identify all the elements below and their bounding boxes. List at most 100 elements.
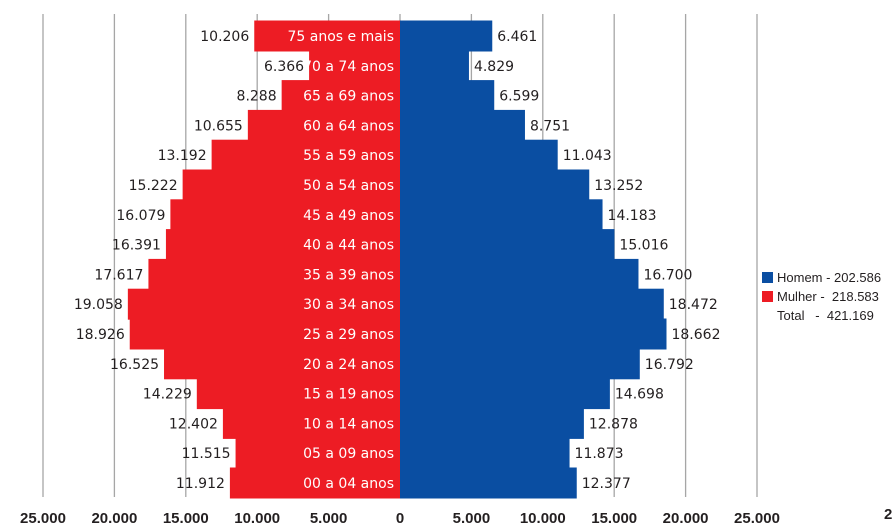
data-label-homem: 6.599 (499, 89, 539, 105)
age-group-label: 10 a 14 anos (303, 416, 394, 432)
data-label-homem: 11.043 (563, 148, 612, 164)
x-tick-label: 10.000 (520, 510, 566, 527)
legend-item-total: Total - 421.169 (762, 306, 881, 325)
bar-homem (400, 318, 667, 350)
bar-homem (400, 20, 493, 52)
age-group-label: 65 a 69 anos (303, 89, 394, 105)
age-group-label: 70 a 74 anos (303, 59, 394, 75)
data-label-mulher: 18.926 (76, 327, 125, 343)
bar-homem (400, 467, 577, 499)
data-label-mulher: 8.288 (237, 89, 277, 105)
bar-mulher (164, 348, 400, 380)
data-label-mulher: 17.617 (94, 267, 143, 283)
data-label-mulher: 19.058 (74, 297, 123, 313)
data-label-mulher: 11.912 (176, 476, 225, 492)
x-tick-label: 10.000 (234, 510, 280, 527)
data-label-mulher: 16.391 (112, 238, 161, 254)
x-tick-label: 15.000 (591, 510, 637, 527)
bar-homem (400, 258, 639, 290)
bar-mulher (148, 258, 400, 290)
x-tick-label: 0 (396, 510, 404, 527)
data-label-homem: 4.829 (474, 59, 514, 75)
age-group-label: 25 a 29 anos (303, 327, 394, 343)
age-group-label: 45 a 49 anos (303, 208, 394, 224)
bar-mulher (170, 199, 400, 231)
age-group-label: 15 a 19 anos (303, 387, 394, 403)
data-label-mulher: 14.229 (143, 387, 192, 403)
x-tick-label: 25.000 (20, 510, 66, 527)
data-label-mulher: 15.222 (129, 178, 178, 194)
bar-homem (400, 437, 570, 469)
bar-homem (400, 407, 584, 439)
x-tick-label: 25.000 (734, 510, 780, 527)
bar-homem (400, 139, 558, 171)
bar-mulher (222, 407, 400, 439)
age-group-label: 35 a 39 anos (303, 267, 394, 283)
bar-mulher (309, 50, 400, 82)
x-tick-label: 15.000 (163, 510, 209, 527)
age-group-label: 40 a 44 anos (303, 238, 394, 254)
data-label-mulher: 13.192 (158, 148, 207, 164)
bar-mulher (165, 229, 400, 261)
legend-item-mulher: Mulher - 218.583 (762, 287, 881, 306)
data-label-mulher: 16.525 (110, 357, 159, 373)
legend-swatch-homem (762, 272, 773, 283)
age-group-label: 75 anos e mais (288, 29, 395, 45)
data-label-homem: 16.792 (645, 357, 694, 373)
bar-homem (400, 378, 610, 410)
bar-mulher (127, 288, 401, 320)
age-group-label: 20 a 24 anos (303, 357, 394, 373)
data-label-homem: 6.461 (497, 29, 537, 45)
bar-mulher (247, 109, 400, 141)
legend-label-homem: Homem - 202.586 (777, 270, 882, 285)
legend-item-homem: Homem - 202.586 (762, 268, 881, 287)
data-label-mulher: 12.402 (169, 416, 218, 432)
bar-homem (400, 199, 603, 231)
data-label-homem: 14.183 (608, 208, 657, 224)
data-label-mulher: 6.366 (264, 59, 304, 75)
age-group-label: 55 a 59 anos (303, 148, 394, 164)
x-axis-ticks: 25.000 20.000 15.000 10.000 5.000 0 5.000 10.00… (20, 510, 780, 527)
bar-mulher (229, 467, 400, 499)
bar-homem (400, 288, 664, 320)
data-label-homem: 12.878 (589, 416, 638, 432)
age-group-label: 60 a 64 anos (303, 118, 394, 134)
data-label-homem: 15.016 (619, 238, 668, 254)
age-group-label: 00 a 04 anos (303, 476, 394, 492)
data-label-homem: 18.662 (671, 327, 720, 343)
data-label-homem: 18.472 (669, 297, 718, 313)
bar-homem (400, 348, 640, 380)
data-label-homem: 16.700 (643, 267, 692, 283)
age-group-label: 05 a 09 anos (303, 446, 394, 462)
bar-mulher (281, 80, 400, 112)
data-label-homem: 11.873 (575, 446, 624, 462)
data-label-homem: 8.751 (530, 118, 570, 134)
bar-homem (400, 229, 615, 261)
legend: Homem - 202.586 Mulher - 218.583 Total -… (762, 268, 881, 325)
bar-homem (400, 169, 590, 201)
legend-label-total: Total - 421.169 (777, 308, 874, 323)
bar-mulher (196, 378, 400, 410)
age-group-label: 30 a 34 anos (303, 297, 394, 313)
legend-swatch-mulher (762, 291, 773, 302)
data-label-mulher: 11.515 (182, 446, 231, 462)
corner-mark: 2 (884, 506, 893, 523)
bar-mulher (235, 437, 400, 469)
bar-homem (400, 109, 525, 141)
data-label-mulher: 10.655 (194, 118, 243, 134)
bar-homem (400, 50, 469, 82)
x-tick-label: 20.000 (663, 510, 709, 527)
x-tick-label: 5.000 (453, 510, 491, 527)
data-label-homem: 14.698 (615, 387, 664, 403)
x-tick-label: 20.000 (91, 510, 137, 527)
bar-mulher (129, 318, 400, 350)
bar-mulher (211, 139, 400, 171)
data-label-mulher: 10.206 (200, 29, 249, 45)
legend-label-mulher: Mulher - 218.583 (777, 289, 879, 304)
data-labels: 11.912 12.377 00 a 04 anos 11.515 11.873 05 a… (74, 29, 721, 492)
data-label-mulher: 16.079 (116, 208, 165, 224)
bar-mulher (182, 169, 400, 201)
bar-mulher (254, 20, 400, 52)
bars (127, 20, 667, 499)
